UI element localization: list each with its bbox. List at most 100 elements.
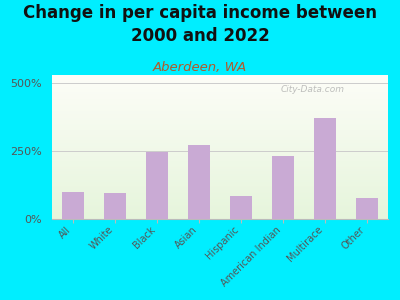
Bar — [52, 140, 388, 141]
Bar — [52, 130, 388, 131]
Bar — [52, 118, 388, 120]
Bar — [52, 193, 388, 194]
Bar — [52, 197, 388, 199]
Bar — [52, 128, 388, 130]
Bar — [52, 112, 388, 114]
Bar — [52, 170, 388, 172]
Bar — [52, 115, 388, 117]
Bar — [52, 213, 388, 215]
Bar — [52, 169, 388, 170]
Bar — [52, 107, 388, 108]
Bar — [52, 81, 388, 82]
Bar — [52, 196, 388, 197]
Bar — [104, 193, 126, 219]
Bar — [52, 144, 388, 146]
Bar — [52, 94, 388, 95]
Bar — [52, 179, 388, 180]
Bar — [52, 141, 388, 143]
Bar — [52, 174, 388, 176]
Bar — [52, 205, 388, 206]
Bar — [52, 78, 388, 79]
Bar — [356, 198, 378, 219]
Bar — [52, 150, 388, 151]
Bar — [52, 172, 388, 173]
Bar — [52, 203, 388, 205]
Bar — [52, 163, 388, 164]
Bar — [52, 206, 388, 208]
Bar — [52, 184, 388, 186]
Bar — [52, 176, 388, 177]
Text: Change in per capita income between
2000 and 2022: Change in per capita income between 2000… — [23, 4, 377, 45]
Bar — [52, 75, 388, 76]
Bar — [52, 147, 388, 148]
Bar — [52, 156, 388, 157]
Bar — [52, 157, 388, 158]
Bar — [52, 190, 388, 192]
Bar — [52, 154, 388, 156]
Bar — [314, 118, 336, 219]
Bar — [52, 101, 388, 102]
Bar — [52, 218, 388, 219]
Bar — [52, 189, 388, 190]
Bar — [52, 100, 388, 101]
Bar — [52, 92, 388, 94]
Text: City-Data.com: City-Data.com — [280, 85, 344, 94]
Bar — [52, 200, 388, 202]
Bar — [52, 88, 388, 89]
Bar — [52, 173, 388, 174]
Bar — [146, 152, 168, 219]
Bar — [230, 196, 252, 219]
Bar — [52, 85, 388, 86]
Bar — [52, 209, 388, 210]
Bar — [52, 202, 388, 203]
Bar — [52, 124, 388, 125]
Bar — [52, 146, 388, 147]
Bar — [52, 121, 388, 122]
Bar — [52, 91, 388, 92]
Bar — [52, 97, 388, 98]
Bar — [52, 210, 388, 212]
Bar — [52, 98, 388, 100]
Bar — [52, 151, 388, 153]
Bar — [52, 212, 388, 213]
Bar — [52, 143, 388, 144]
Bar — [52, 166, 388, 167]
Bar — [52, 180, 388, 182]
Bar — [52, 79, 388, 81]
Bar — [52, 120, 388, 121]
Bar — [52, 86, 388, 88]
Bar — [52, 117, 388, 118]
Bar — [52, 183, 388, 184]
Bar — [52, 76, 388, 78]
Bar — [52, 192, 388, 193]
Bar — [52, 133, 388, 134]
Bar — [52, 105, 388, 107]
Bar — [52, 164, 388, 166]
Bar — [52, 134, 388, 136]
Bar — [52, 182, 388, 183]
Bar — [52, 138, 388, 140]
Bar — [52, 148, 388, 150]
Bar — [52, 122, 388, 124]
Bar — [52, 111, 388, 112]
Bar — [52, 84, 388, 85]
Bar — [52, 89, 388, 91]
Bar — [52, 108, 388, 110]
Bar — [52, 114, 388, 115]
Bar — [52, 110, 388, 111]
Bar — [52, 125, 388, 127]
Bar — [52, 137, 388, 138]
Bar — [52, 95, 388, 97]
Bar — [188, 145, 210, 219]
Bar — [52, 161, 388, 163]
Bar — [52, 216, 388, 218]
Bar — [52, 167, 388, 169]
Bar — [62, 192, 84, 219]
Bar — [52, 131, 388, 133]
Bar — [52, 104, 388, 105]
Text: Aberdeen, WA: Aberdeen, WA — [153, 61, 247, 74]
Bar — [52, 160, 388, 161]
Bar — [52, 102, 388, 104]
Bar — [52, 136, 388, 137]
Bar — [52, 208, 388, 209]
